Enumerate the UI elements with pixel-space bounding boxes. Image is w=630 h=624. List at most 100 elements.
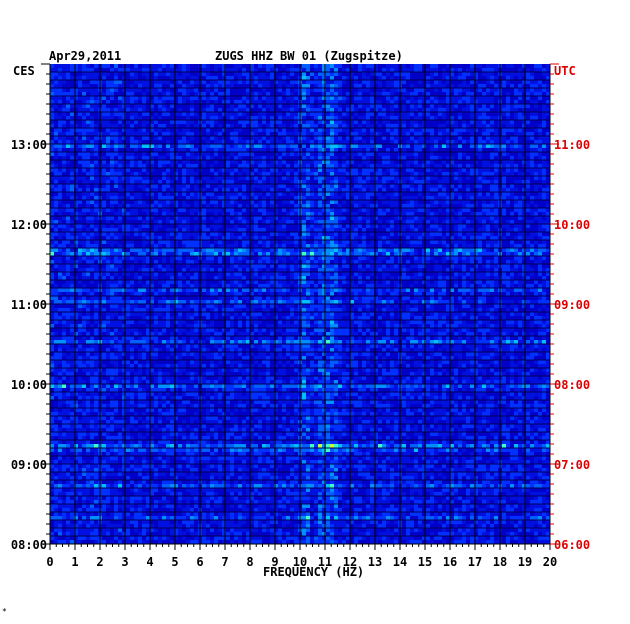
heat-cell <box>542 268 546 272</box>
heat-cell <box>62 156 66 160</box>
heat-cell <box>66 108 70 112</box>
heat-cell <box>110 228 114 232</box>
heat-cell <box>310 252 314 256</box>
heat-cell <box>94 168 98 172</box>
heat-cell <box>130 268 134 272</box>
heat-cell <box>138 140 142 144</box>
heat-cell <box>102 184 106 188</box>
heat-cell <box>390 268 394 272</box>
heat-cell <box>346 280 350 284</box>
heat-cell <box>422 164 426 168</box>
heat-cell <box>314 244 318 248</box>
heat-cell <box>346 92 350 96</box>
heat-cell <box>142 124 146 128</box>
heat-cell <box>438 108 442 112</box>
heat-cell <box>362 120 366 124</box>
heat-cell <box>162 172 166 176</box>
heat-cell <box>334 160 338 164</box>
heat-cell <box>254 100 258 104</box>
heat-cell <box>478 260 482 264</box>
heat-cell <box>290 180 294 184</box>
heat-cell <box>418 148 422 152</box>
heat-cell <box>142 152 146 156</box>
heat-cell <box>406 152 410 156</box>
heat-cell <box>442 192 446 196</box>
heat-cell <box>458 216 462 220</box>
heat-cell <box>454 240 458 244</box>
heat-cell <box>538 176 542 180</box>
heat-cell <box>530 208 534 212</box>
heat-cell <box>538 136 542 140</box>
heat-cell <box>334 256 338 260</box>
heat-cell <box>210 180 214 184</box>
heat-cell <box>522 64 526 68</box>
heat-cell <box>246 164 250 168</box>
heat-cell <box>474 112 478 116</box>
heat-cell <box>490 196 494 200</box>
heat-cell <box>82 192 86 196</box>
heat-cell <box>234 196 238 200</box>
heat-cell <box>418 80 422 84</box>
heat-cell <box>286 108 290 112</box>
heat-cell <box>126 272 130 276</box>
heat-cell <box>486 192 490 196</box>
heat-cell <box>406 116 410 120</box>
heat-cell <box>182 168 186 172</box>
heat-cell <box>274 284 278 288</box>
heat-cell <box>254 120 258 124</box>
heat-cell <box>206 184 210 188</box>
heat-cell <box>318 120 322 124</box>
heat-cell <box>390 224 394 228</box>
heat-cell <box>266 252 270 256</box>
heat-cell <box>134 116 138 120</box>
heat-cell <box>226 96 230 100</box>
heat-cell <box>502 164 506 168</box>
heat-cell <box>218 276 222 280</box>
heat-cell <box>158 124 162 128</box>
heat-cell <box>118 136 122 140</box>
heat-cell <box>502 236 506 240</box>
heat-cell <box>258 160 262 164</box>
heat-cell <box>434 212 438 216</box>
heat-cell <box>118 236 122 240</box>
heat-cell <box>330 92 334 96</box>
heat-cell <box>194 272 198 276</box>
heat-cell <box>50 276 54 280</box>
heat-cell <box>162 196 166 200</box>
heat-cell <box>226 68 230 72</box>
heat-cell <box>478 100 482 104</box>
heat-cell <box>146 72 150 76</box>
heat-cell <box>366 76 370 80</box>
heat-cell <box>294 244 298 248</box>
heat-cell <box>130 244 134 248</box>
heat-cell <box>142 132 146 136</box>
heat-cell <box>226 80 230 84</box>
heat-cell <box>162 124 166 128</box>
heat-cell <box>414 92 418 96</box>
heat-cell <box>186 116 190 120</box>
heat-cell <box>346 264 350 268</box>
heat-cell <box>394 64 398 68</box>
heat-cell <box>278 144 282 148</box>
heat-cell <box>318 292 322 296</box>
heat-cell <box>190 276 194 280</box>
heat-cell <box>226 236 230 240</box>
heat-cell <box>378 144 382 148</box>
heat-cell <box>458 264 462 268</box>
heat-cell <box>194 156 198 160</box>
heat-cell <box>94 232 98 236</box>
heat-cell <box>494 128 498 132</box>
heat-cell <box>518 116 522 120</box>
heat-cell <box>334 176 338 180</box>
heat-cell <box>70 284 74 288</box>
heat-cell <box>478 240 482 244</box>
heat-cell <box>430 292 434 296</box>
heat-cell <box>114 148 118 152</box>
heat-cell <box>214 200 218 204</box>
heat-cell <box>166 240 170 244</box>
heat-cell <box>150 248 154 252</box>
heat-cell <box>390 292 394 296</box>
heat-cell <box>434 184 438 188</box>
heat-cell <box>106 128 110 132</box>
heat-cell <box>430 168 434 172</box>
